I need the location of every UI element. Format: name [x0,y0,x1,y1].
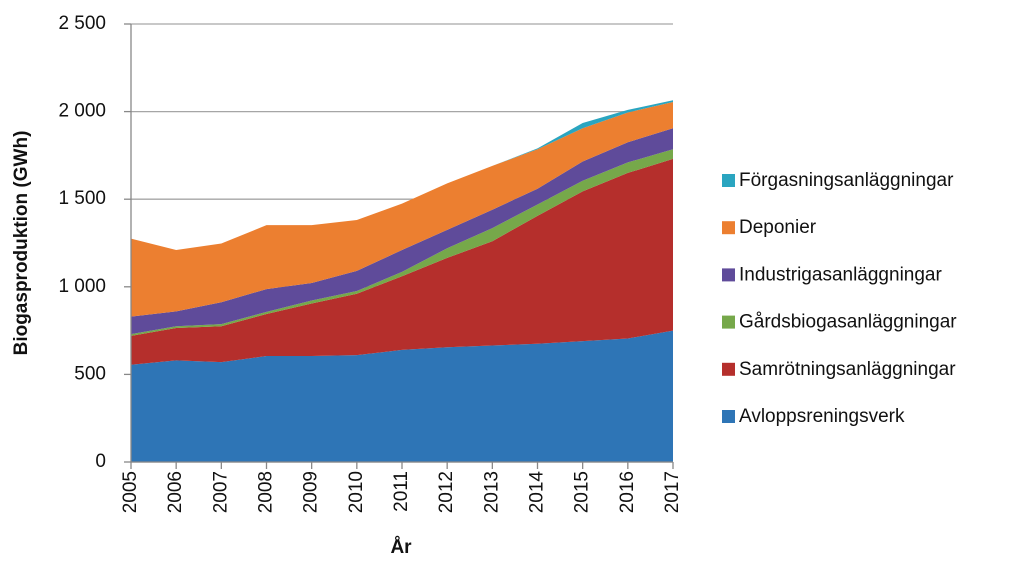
y-tick-label: 1 000 [58,276,106,297]
y-axis-title: Biogasproduktion (GWh) [11,131,32,356]
x-tick-label: 2007 [210,471,231,513]
area [131,330,673,462]
legend-swatch [722,315,735,329]
area [131,101,673,317]
x-tick-label: 2014 [527,471,548,514]
legend-swatch [722,221,735,235]
area [131,158,673,365]
y-tick-label: 2 500 [58,13,106,34]
x-tick-label: 2009 [301,471,322,513]
legend-swatch [722,268,735,282]
legend-swatch [722,410,735,423]
x-tick-label: 2005 [120,471,141,513]
y-tick-label: 2 000 [58,101,106,122]
x-tick-label: 2011 [391,471,412,512]
legend-swatch [722,362,735,376]
x-tick-label: 2013 [481,471,502,513]
x-axis-title: År [390,537,412,558]
legend-label: Deponier [739,217,817,238]
legend-label: Industrigasanläggningar [739,264,942,285]
x-tick-label: 2006 [165,471,186,513]
legend-label: Avloppsreningsverk [739,406,905,427]
y-tick-label: 1 500 [58,188,106,209]
legend-label: Förgasningsanläggningar [739,170,954,191]
area [131,128,673,335]
x-tick-label: 2012 [436,471,457,513]
y-tick-label: 0 [95,451,106,472]
x-tick-label: 2015 [572,471,593,513]
x-tick-label: 2010 [346,471,367,513]
area [131,149,673,336]
x-tick-label: 2017 [662,471,683,513]
legend-swatch [722,174,735,187]
area [131,100,673,251]
legend-label: Gårdsbiogasanläggningar [739,312,957,333]
y-tick-label: 500 [74,363,106,384]
x-tick-label: 2008 [256,471,277,513]
legend-label: Samrötningsanläggningar [739,359,956,380]
x-tick-label: 2016 [617,471,638,513]
